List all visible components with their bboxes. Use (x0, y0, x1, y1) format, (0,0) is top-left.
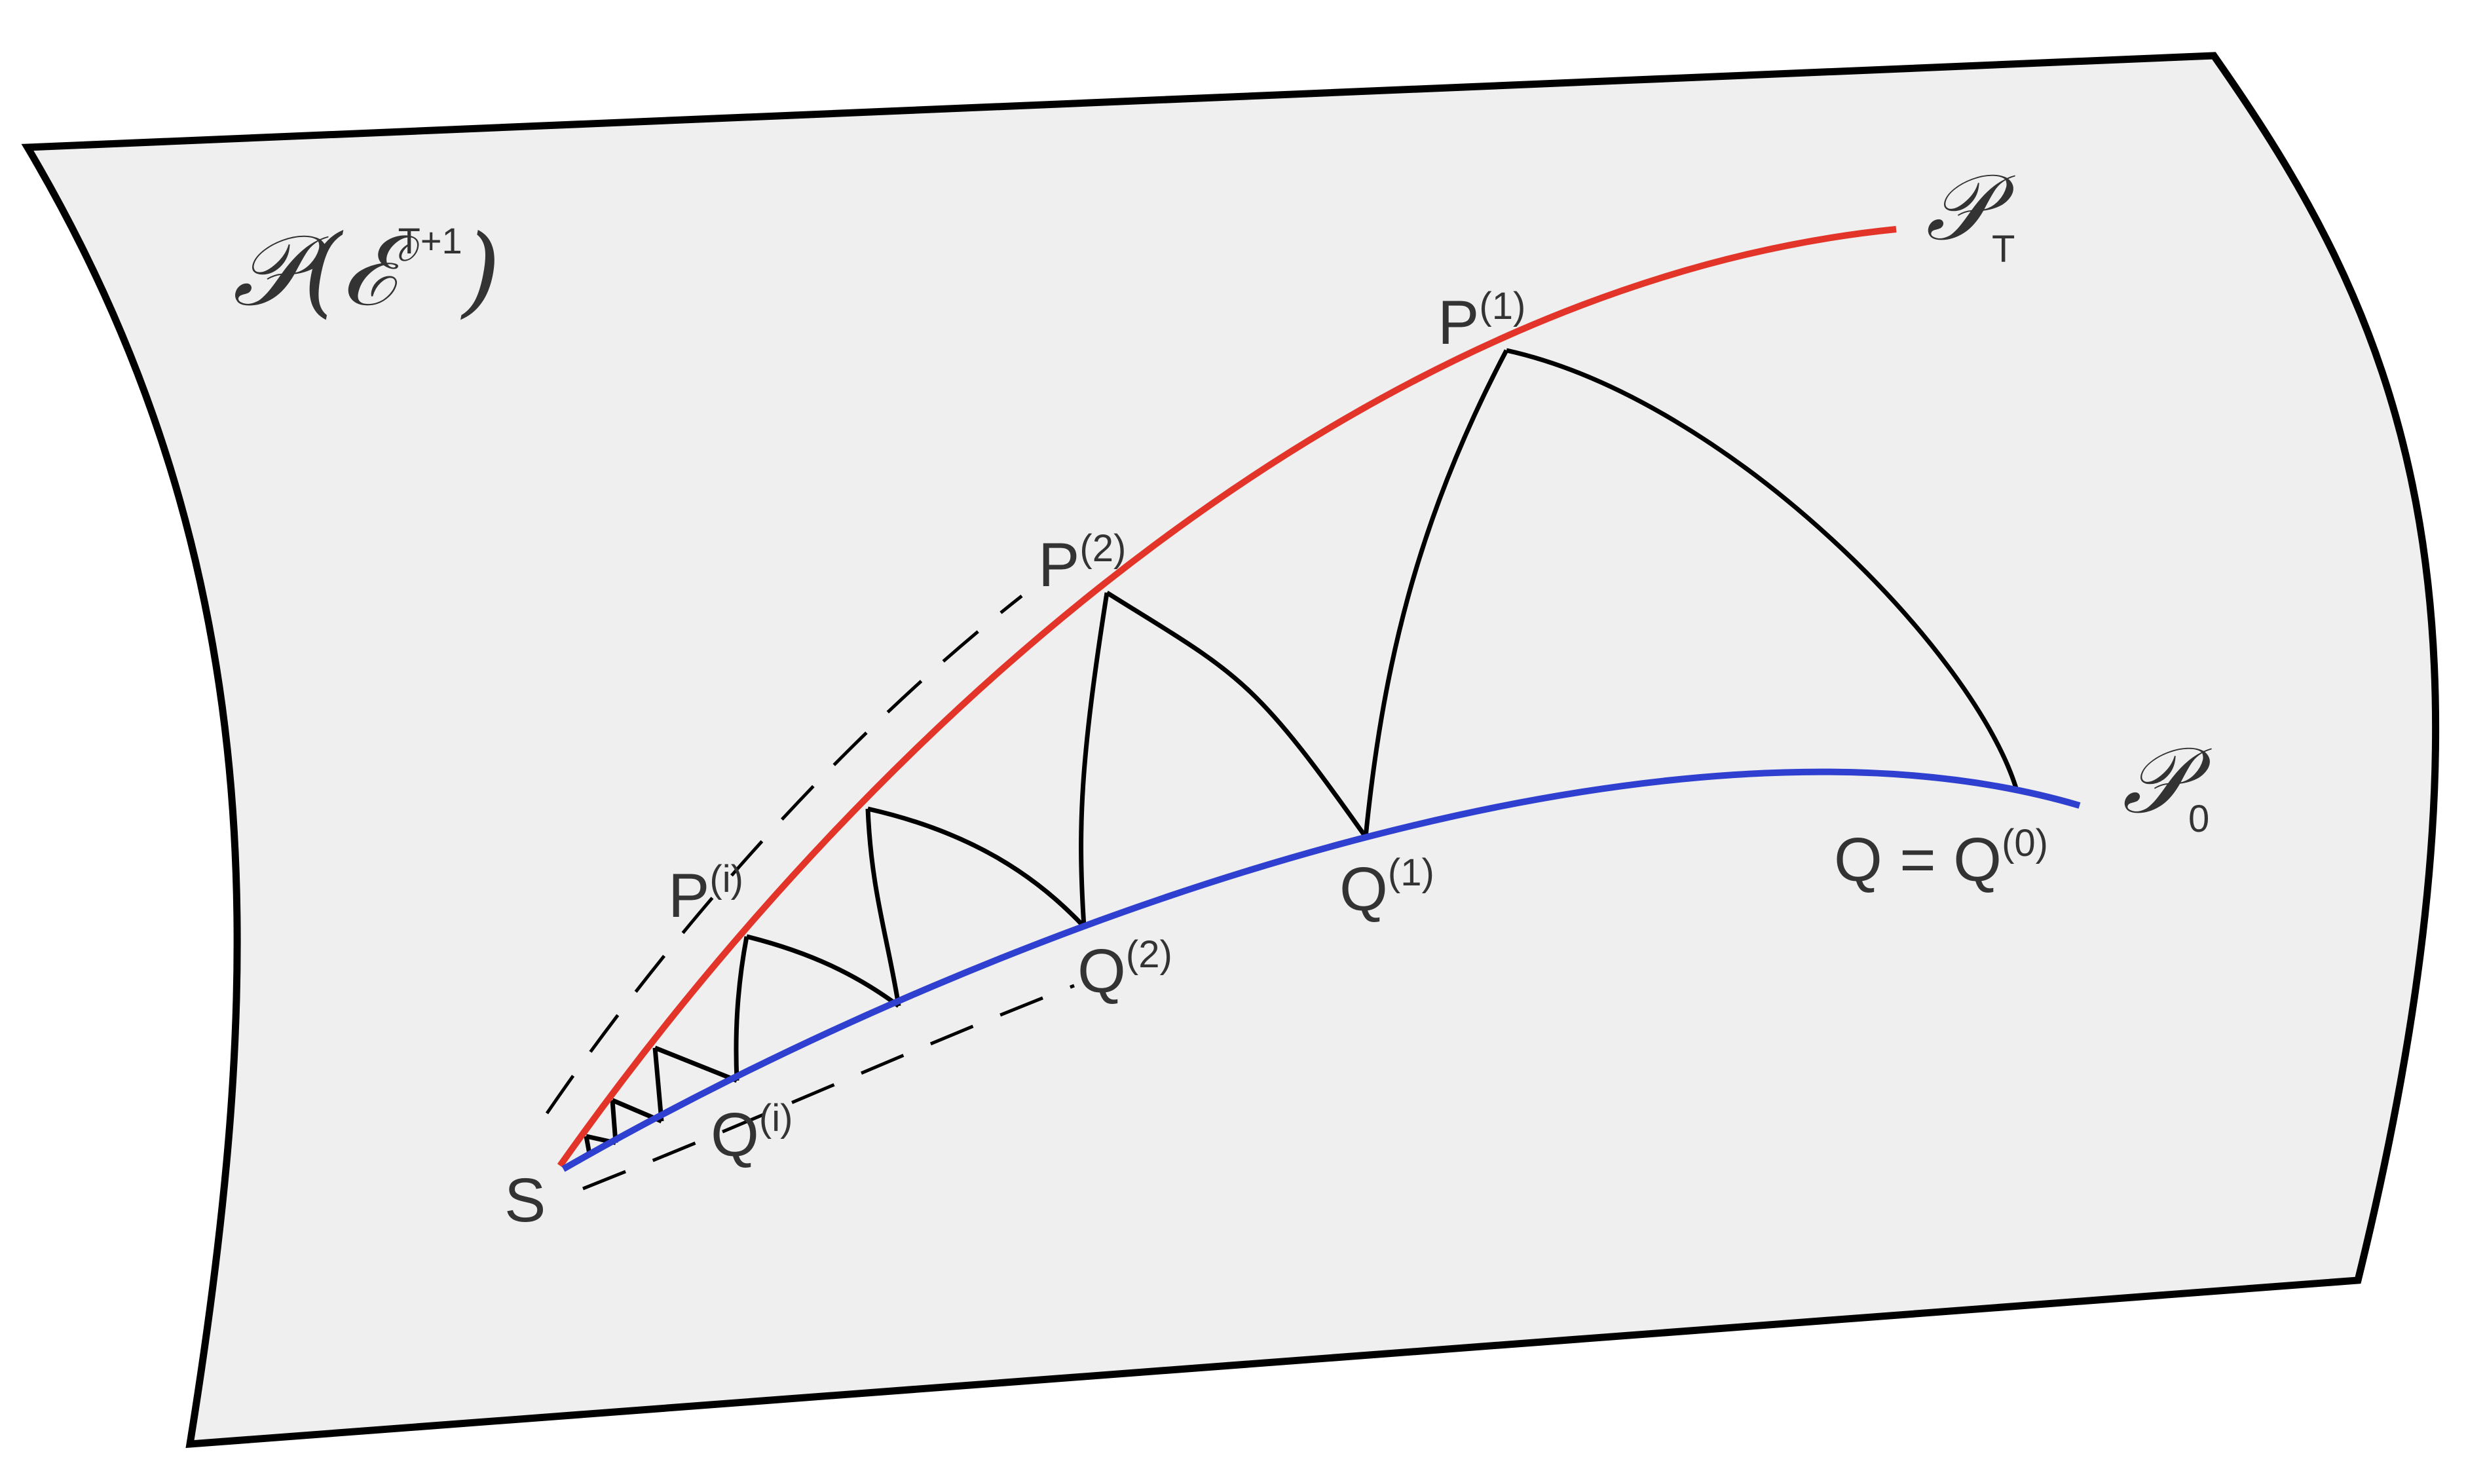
arc-pi-q3 (746, 934, 901, 1008)
label-qi: Q(i) (711, 1097, 793, 1170)
geodesic-arcs (584, 348, 2020, 1155)
arc-pi-qi (734, 936, 749, 1081)
arc-p2-q2 (1079, 592, 1110, 927)
label-q2: Q(2) (1077, 933, 1172, 1006)
dashed-guide-upper (545, 595, 1023, 1115)
label-q1: Q(1) (1339, 851, 1434, 924)
curve-p-0 (561, 768, 2081, 1172)
arc-p3-q2 (867, 806, 1086, 929)
label-p2: P(2) (1038, 527, 1126, 600)
arc-p2-q1 (1106, 591, 1368, 839)
arc-p5-q5 (652, 1047, 664, 1122)
label-s: S (504, 1166, 546, 1235)
arc-p5-qi (654, 1045, 738, 1083)
label-pi: P(i) (668, 858, 743, 931)
arc-p3-q3 (865, 808, 901, 1007)
arc-p6-q6 (610, 1100, 618, 1143)
label-space: 𝒫(ℰT+1) (233, 214, 500, 328)
arc-p1-q1 (1363, 349, 1509, 838)
label-q0: Q = Q(0) (1834, 822, 2048, 895)
label-p1: P(1) (1438, 285, 1525, 358)
manifold-sheet (21, 52, 2440, 1449)
curve-p-t (557, 226, 1897, 1168)
arc-p1-q0 (1506, 348, 2020, 793)
dashed-guide-lower (582, 984, 1075, 1191)
